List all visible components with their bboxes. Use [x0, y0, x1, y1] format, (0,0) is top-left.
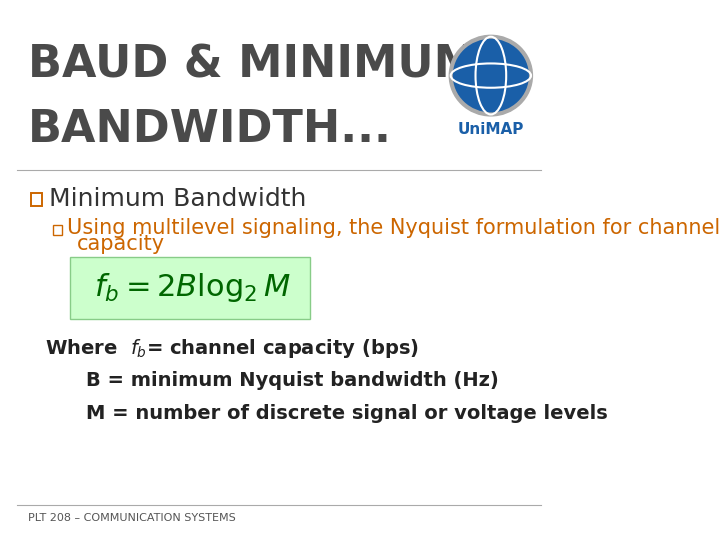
FancyBboxPatch shape — [31, 193, 42, 206]
Text: $f_b = 2B\log_2 M$: $f_b = 2B\log_2 M$ — [94, 271, 291, 305]
FancyBboxPatch shape — [53, 225, 62, 235]
Text: Using multilevel signaling, the Nyquist formulation for channel: Using multilevel signaling, the Nyquist … — [67, 218, 720, 238]
Text: B = minimum Nyquist bandwidth (Hz): B = minimum Nyquist bandwidth (Hz) — [86, 371, 499, 390]
Text: PLT 208 – COMMUNICATION SYSTEMS: PLT 208 – COMMUNICATION SYSTEMS — [28, 514, 235, 523]
FancyBboxPatch shape — [70, 256, 310, 319]
Circle shape — [451, 37, 531, 114]
Text: Minimum Bandwidth: Minimum Bandwidth — [48, 187, 306, 211]
Text: BAUD & MINIMUM: BAUD & MINIMUM — [28, 43, 478, 86]
Text: UniMAP: UniMAP — [458, 122, 524, 137]
Text: BANDWIDTH...: BANDWIDTH... — [28, 108, 392, 151]
Text: capacity: capacity — [77, 234, 165, 254]
Text: M = number of discrete signal or voltage levels: M = number of discrete signal or voltage… — [86, 403, 608, 423]
Text: Where  $f_b$= channel capacity (bps): Where $f_b$= channel capacity (bps) — [45, 337, 418, 360]
